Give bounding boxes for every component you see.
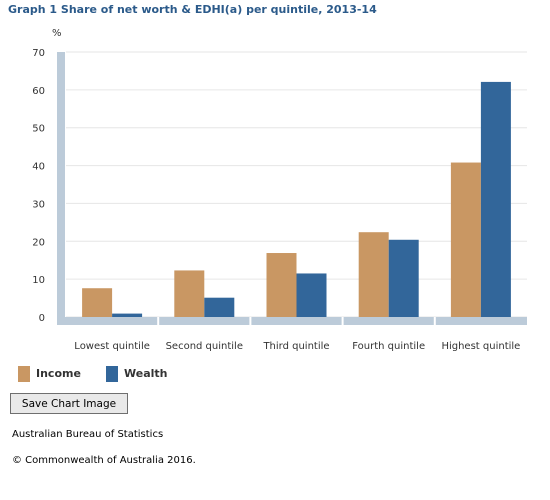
legend-swatch <box>106 366 118 382</box>
bar-income <box>174 270 205 317</box>
bar-wealth <box>112 313 143 317</box>
bar-wealth <box>204 297 235 317</box>
y-tick-label: 40 <box>32 162 45 173</box>
y-tick-label: 50 <box>32 124 45 135</box>
y-axis-unit-label: % <box>52 28 62 39</box>
bar-income <box>450 162 481 317</box>
legend-label: Wealth <box>124 367 168 380</box>
bar-chart: 0 10 20 30 40 50 60 70% Lowest quintile Second qu… <box>32 28 527 352</box>
bar-wealth <box>296 273 327 317</box>
bars <box>82 81 511 318</box>
bar-wealth <box>480 81 511 318</box>
legend-swatch <box>18 366 30 382</box>
x-tick-label: Second quintile <box>166 341 243 352</box>
copyright-text: © Commonwealth of Australia 2016. <box>12 455 196 466</box>
tick-labels: 0 10 20 30 40 50 60 70% Lowest quintile Second qu… <box>32 28 520 352</box>
y-tick-label: 0 <box>39 313 45 324</box>
legend-label: Income <box>36 367 81 380</box>
x-tick-label: Fourth quintile <box>352 341 425 352</box>
y-tick-label: 30 <box>32 199 45 210</box>
chart-title: Graph 1 Share of net worth & EDHI(a) per… <box>8 3 377 16</box>
x-tick-label: Highest quintile <box>441 341 520 352</box>
y-tick-label: 20 <box>32 237 45 248</box>
axis-bands <box>57 52 527 325</box>
bar-income <box>82 288 113 317</box>
y-axis-band <box>57 52 65 325</box>
bar-income <box>358 232 389 317</box>
save-chart-image-button[interactable]: Save Chart Image <box>10 393 128 414</box>
source-text: Australian Bureau of Statistics <box>12 429 164 440</box>
y-tick-label: 10 <box>32 275 45 286</box>
y-tick-label: 60 <box>32 86 45 97</box>
y-tick-label: 70 <box>32 48 45 59</box>
x-tick-label: Lowest quintile <box>74 341 150 352</box>
bar-wealth <box>388 239 419 317</box>
x-axis-band <box>57 317 527 325</box>
bar-income <box>266 253 297 317</box>
x-tick-label: Third quintile <box>262 341 329 352</box>
